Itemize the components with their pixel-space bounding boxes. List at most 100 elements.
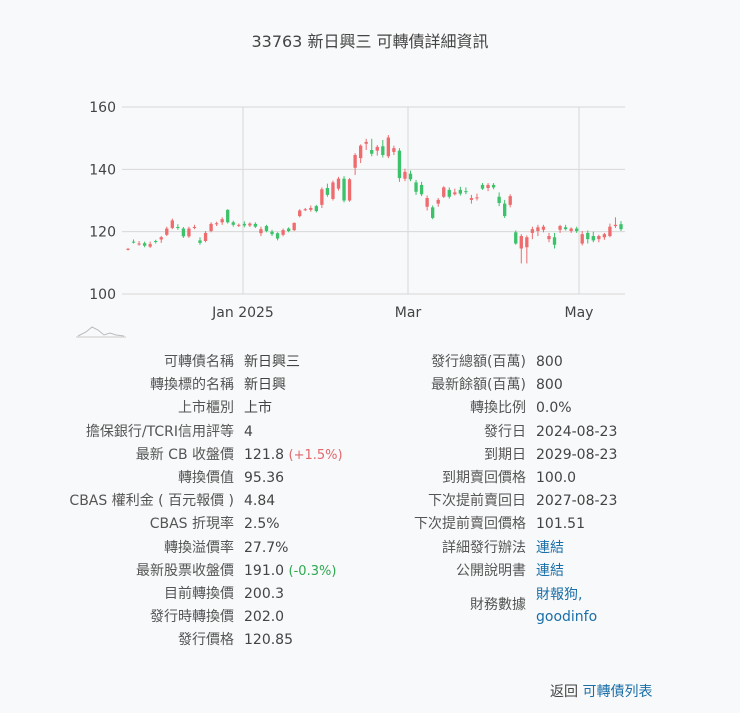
candle[interactable] <box>347 178 352 202</box>
candle[interactable] <box>181 226 186 238</box>
candle[interactable] <box>203 231 208 243</box>
financial-data-link[interactable]: 財報狗, <box>536 587 583 604</box>
candle[interactable] <box>469 194 474 204</box>
candle[interactable] <box>264 224 269 233</box>
candle[interactable] <box>170 218 174 230</box>
candle[interactable] <box>176 224 180 230</box>
candle[interactable] <box>519 234 523 264</box>
candle[interactable] <box>231 220 235 227</box>
candle[interactable] <box>514 230 518 245</box>
candle[interactable] <box>253 222 258 228</box>
candle[interactable] <box>336 176 341 191</box>
candle[interactable] <box>442 186 446 199</box>
candle[interactable] <box>226 209 230 224</box>
candle-series[interactable] <box>126 135 623 264</box>
candle[interactable] <box>419 181 424 197</box>
candle[interactable] <box>541 224 546 233</box>
candle[interactable] <box>364 138 368 151</box>
candle[interactable] <box>187 226 191 238</box>
candle[interactable] <box>353 153 357 175</box>
cb-list-link[interactable]: 可轉債列表 <box>582 684 653 700</box>
candle[interactable] <box>259 226 263 237</box>
candle[interactable] <box>464 187 468 195</box>
candle[interactable] <box>275 232 280 241</box>
candle[interactable] <box>270 229 274 237</box>
candle[interactable] <box>126 247 130 251</box>
candle[interactable] <box>198 237 202 245</box>
candle[interactable] <box>358 144 363 164</box>
candle[interactable] <box>458 186 463 196</box>
candle[interactable] <box>342 176 346 203</box>
candle[interactable] <box>530 226 535 240</box>
candle[interactable] <box>392 145 396 155</box>
detail-link[interactable]: 連結 <box>536 539 564 556</box>
candle[interactable] <box>447 187 451 199</box>
candle[interactable] <box>602 232 607 240</box>
candle[interactable] <box>569 227 573 233</box>
candle[interactable] <box>453 188 457 196</box>
candle[interactable] <box>613 217 618 228</box>
candle[interactable] <box>320 187 324 208</box>
candle[interactable] <box>408 170 413 182</box>
candle[interactable] <box>586 230 590 244</box>
candle[interactable] <box>480 183 485 190</box>
candle[interactable] <box>325 183 330 197</box>
candle[interactable] <box>137 241 141 246</box>
candle[interactable] <box>220 217 224 225</box>
detail-value: 新日興三 <box>244 354 300 370</box>
financial-data-link[interactable]: goodinfo <box>536 609 598 626</box>
candle[interactable] <box>497 192 501 207</box>
candle[interactable] <box>303 207 307 212</box>
candle[interactable] <box>563 224 568 231</box>
candle[interactable] <box>331 180 335 201</box>
candle[interactable] <box>397 148 402 182</box>
detail-label: 到期賣回價格 <box>442 470 526 487</box>
candle[interactable] <box>552 232 557 249</box>
candle[interactable] <box>431 205 435 220</box>
candle[interactable] <box>292 222 296 232</box>
candle[interactable] <box>165 226 169 237</box>
candle[interactable] <box>575 226 579 233</box>
candle[interactable] <box>248 222 252 227</box>
candle[interactable] <box>436 198 440 207</box>
candle[interactable] <box>214 221 219 227</box>
candle[interactable] <box>159 236 163 243</box>
candle[interactable] <box>142 241 147 248</box>
candle[interactable] <box>547 232 551 243</box>
candle[interactable] <box>154 239 158 244</box>
candle[interactable] <box>525 235 529 264</box>
candle[interactable] <box>558 224 562 233</box>
candle[interactable] <box>491 183 496 190</box>
candle[interactable] <box>619 221 623 232</box>
candle[interactable] <box>591 231 595 243</box>
candle[interactable] <box>281 228 285 237</box>
candle[interactable] <box>148 241 152 248</box>
candle[interactable] <box>242 221 246 228</box>
detail-link[interactable]: 連結 <box>536 562 564 579</box>
candle[interactable] <box>414 179 418 195</box>
candle[interactable] <box>314 204 318 213</box>
candle[interactable] <box>403 168 407 182</box>
candle[interactable] <box>536 224 540 237</box>
candle[interactable] <box>209 222 213 233</box>
candle[interactable] <box>508 194 512 208</box>
candle[interactable] <box>298 209 302 218</box>
candle[interactable] <box>192 224 197 230</box>
candle[interactable] <box>131 239 136 244</box>
candle[interactable] <box>386 135 391 159</box>
candle[interactable] <box>580 231 584 246</box>
candle[interactable] <box>370 138 374 157</box>
candle[interactable] <box>503 199 507 218</box>
candle[interactable] <box>309 205 313 212</box>
range-slider-thumbnail[interactable] <box>76 322 126 340</box>
candle[interactable] <box>597 234 601 243</box>
candle[interactable] <box>286 227 291 233</box>
candle[interactable] <box>381 140 385 158</box>
candle[interactable] <box>608 223 612 238</box>
detail-row: 詳細發行辦法 連結 <box>380 537 617 560</box>
candle[interactable] <box>425 195 429 211</box>
candle[interactable] <box>475 193 479 201</box>
candle[interactable] <box>375 145 379 156</box>
candle[interactable] <box>237 223 241 227</box>
candle[interactable] <box>486 183 490 192</box>
